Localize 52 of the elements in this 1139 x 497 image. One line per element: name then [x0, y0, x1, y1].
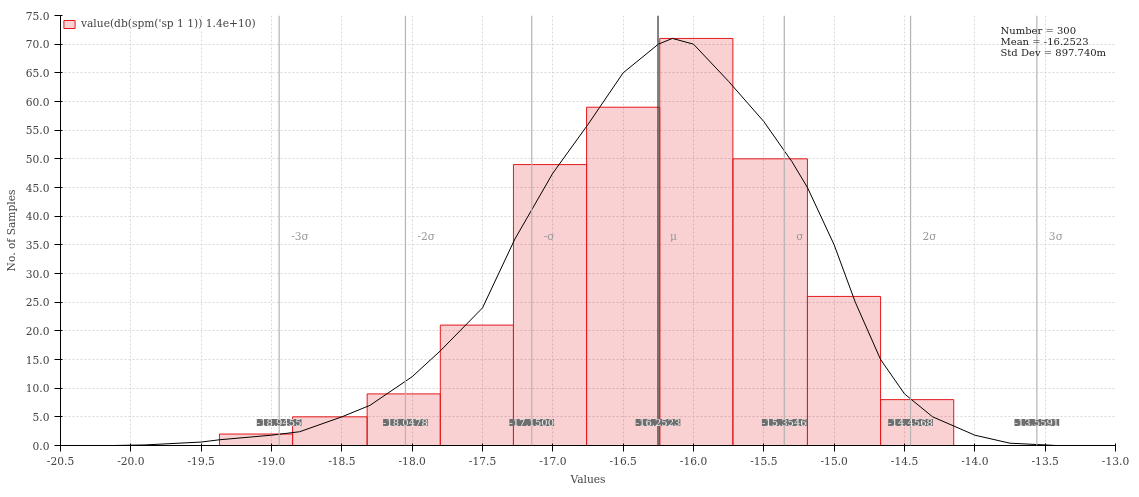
annotation: Std Dev = 897.740m [1000, 46, 1107, 58]
y-tick-label: 65.0 [25, 66, 50, 80]
x-tick-label: -18.0 [398, 454, 427, 468]
x-tick-label: -14.0 [961, 454, 989, 468]
x-tick-label: -14.5 [890, 454, 919, 468]
x-tick-label: -17.0 [539, 454, 567, 468]
y-tick-label: 35.0 [25, 238, 50, 252]
annotation: -17.1500 [509, 417, 555, 429]
x-tick-label: -20.5 [46, 454, 75, 468]
y-tick-label: 25.0 [25, 296, 50, 310]
y-tick-label: 40.0 [25, 210, 50, 224]
annotation: -13.5591 [1014, 417, 1060, 429]
y-tick-label: 55.0 [25, 124, 50, 138]
ref-line-label: -2σ [417, 230, 436, 244]
annotation: -18.9455 [256, 417, 302, 429]
x-tick-label: -16.5 [609, 454, 637, 468]
y-tick-label: 0.0 [32, 439, 50, 453]
ref-line-label: σ [796, 230, 804, 244]
annotation: -16.2523 [635, 417, 681, 429]
legend-label: value(db(spm('sp 1 1)) 1.4e+10) [81, 17, 256, 30]
x-tick-label: -18.5 [328, 454, 356, 468]
y-tick-label: 60.0 [25, 95, 50, 109]
annotation: -14.4568 [888, 417, 933, 429]
x-axis-title: Values [569, 472, 606, 486]
y-tick-label: 30.0 [25, 267, 50, 281]
x-tick-label: -13.0 [1101, 454, 1130, 468]
x-tick-label: -13.5 [1031, 454, 1059, 468]
x-tick-label: -19.0 [257, 454, 286, 468]
ref-line-label: 2σ [922, 230, 937, 244]
x-tick-label: -19.5 [187, 454, 215, 468]
y-tick-label: 15.0 [25, 353, 50, 367]
y-tick-label: 70.0 [25, 38, 50, 52]
y-tick-label: 45.0 [25, 181, 50, 195]
ref-line-label: -3σ [291, 230, 309, 244]
y-tick-label: 20.0 [25, 324, 50, 338]
annotation: -15.3546 [761, 417, 807, 429]
x-tick-label: -16.0 [679, 454, 708, 468]
x-tick-label: -15.5 [750, 454, 778, 468]
ref-line-label: 3σ [1048, 230, 1063, 244]
annotation: Mean = -16.2523 [1000, 35, 1089, 47]
x-tick-label: -15.0 [820, 454, 849, 468]
y-tick-label: 10.0 [25, 382, 50, 396]
y-axis-title: No. of Samples [4, 189, 18, 272]
y-tick-label: 50.0 [25, 152, 50, 166]
x-tick-label: -17.5 [468, 454, 497, 468]
y-tick-label: 75.0 [25, 9, 50, 23]
x-tick-label: -20.0 [117, 454, 145, 468]
y-tick-label: 5.0 [32, 410, 50, 424]
annotation: Number = 300 [1000, 24, 1077, 36]
ref-line-label: -σ [543, 230, 555, 244]
annotation: -18.0478 [383, 417, 428, 429]
ref-line-label: μ [670, 230, 678, 244]
